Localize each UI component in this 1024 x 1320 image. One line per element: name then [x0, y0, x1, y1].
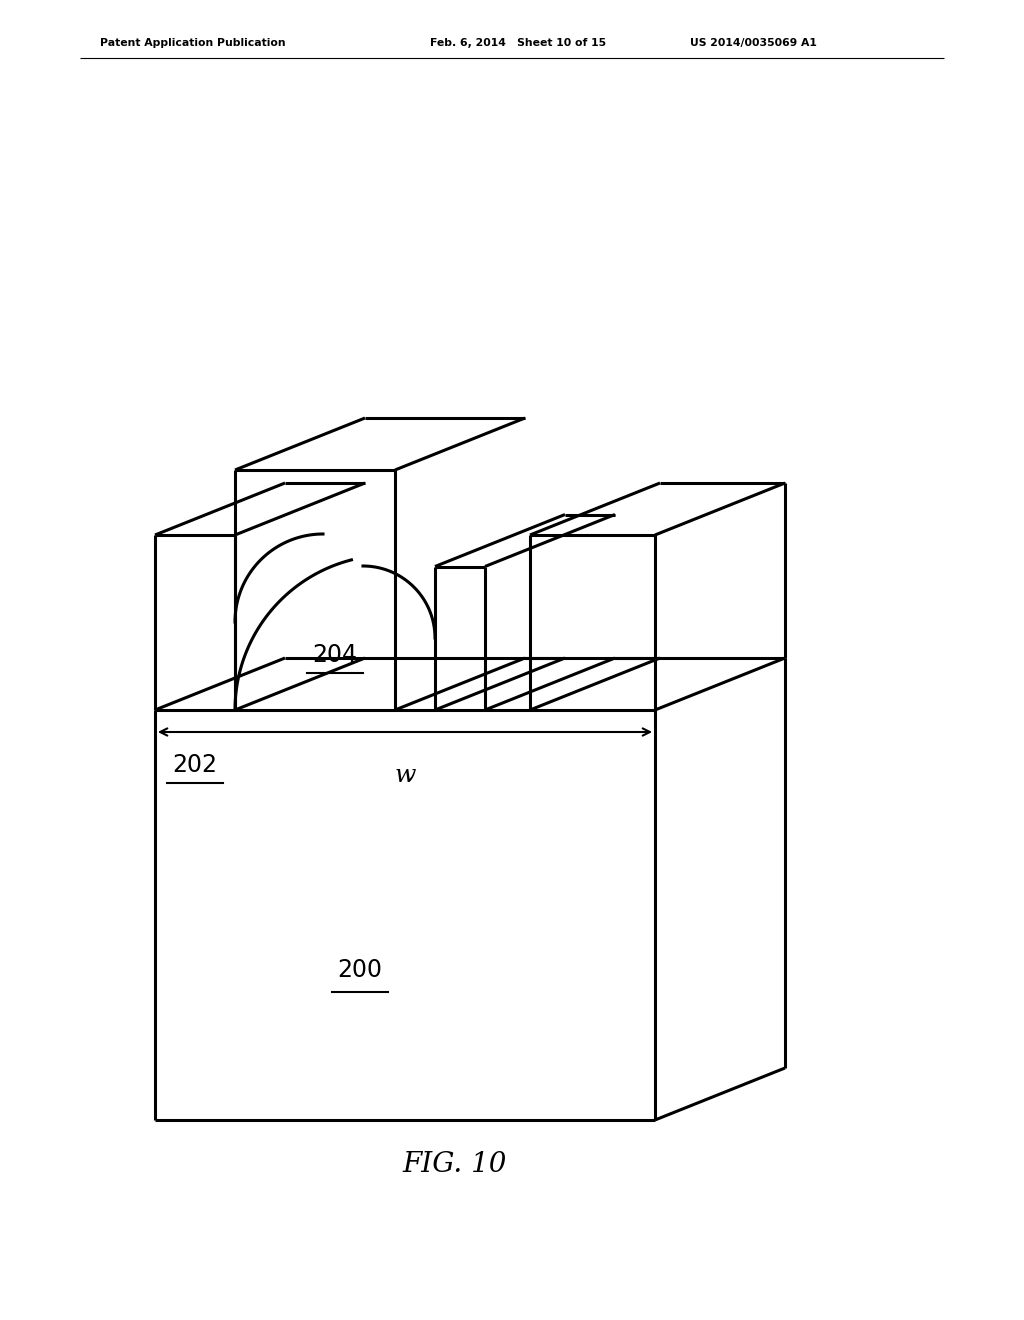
Text: 202: 202: [172, 752, 217, 777]
Text: FIG. 10: FIG. 10: [402, 1151, 507, 1179]
Text: 204: 204: [312, 643, 357, 667]
Text: Patent Application Publication: Patent Application Publication: [100, 38, 286, 48]
Text: w: w: [394, 764, 416, 787]
Text: Feb. 6, 2014   Sheet 10 of 15: Feb. 6, 2014 Sheet 10 of 15: [430, 38, 606, 48]
Text: 200: 200: [338, 958, 383, 982]
Text: US 2014/0035069 A1: US 2014/0035069 A1: [690, 38, 817, 48]
